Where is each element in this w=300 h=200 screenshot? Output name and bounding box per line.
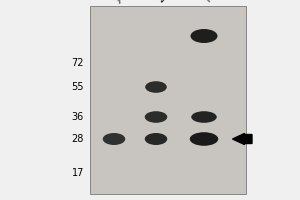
Ellipse shape	[190, 29, 218, 43]
Text: 28: 28	[72, 134, 84, 144]
FancyArrow shape	[232, 134, 252, 144]
Ellipse shape	[145, 111, 167, 123]
Text: HepG2: HepG2	[204, 0, 230, 4]
Text: 36: 36	[72, 112, 84, 122]
Text: 72: 72	[71, 58, 84, 68]
Ellipse shape	[145, 133, 167, 145]
Text: Jurkat: Jurkat	[114, 0, 137, 4]
Ellipse shape	[145, 81, 167, 93]
Ellipse shape	[190, 132, 218, 146]
Ellipse shape	[191, 111, 217, 123]
Text: 293: 293	[156, 0, 173, 4]
FancyBboxPatch shape	[90, 6, 246, 194]
Ellipse shape	[103, 133, 125, 145]
Text: 17: 17	[72, 168, 84, 178]
Text: 55: 55	[71, 82, 84, 92]
